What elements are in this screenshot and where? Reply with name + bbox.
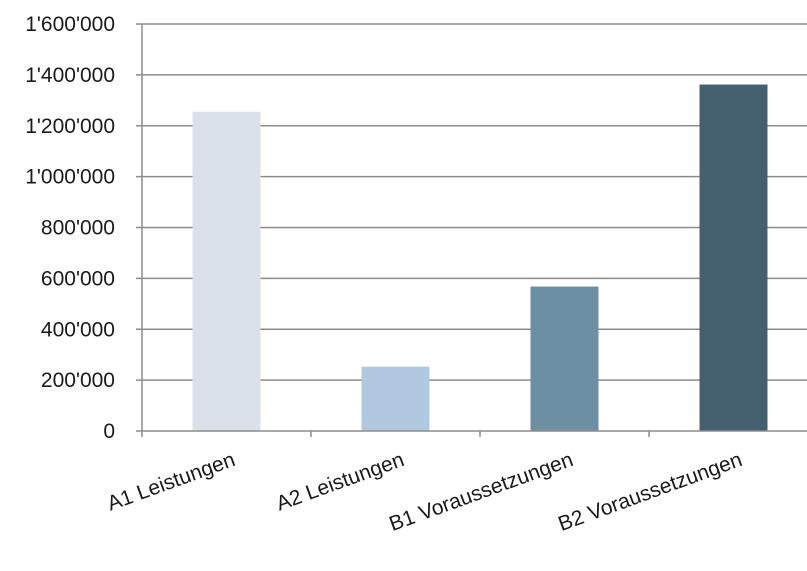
bar bbox=[699, 84, 768, 431]
y-tick-label: 1'400'000 bbox=[25, 64, 115, 87]
category-label: B1 Voraussetzungen bbox=[386, 448, 576, 536]
y-tick-label: 400'000 bbox=[41, 318, 115, 341]
y-tick-label: 800'000 bbox=[41, 217, 115, 240]
bar bbox=[361, 366, 430, 431]
bars bbox=[192, 84, 768, 432]
y-tick-label: 1'000'000 bbox=[25, 166, 115, 189]
category-label: A1 Leistungen bbox=[104, 448, 238, 516]
y-tick-label: 1'600'000 bbox=[25, 13, 115, 36]
y-tick-label: 600'000 bbox=[41, 267, 115, 290]
axes bbox=[136, 23, 807, 437]
y-tick-labels: 0 200'000 400'000 600'000 800'000 1'000'000 1'… bbox=[25, 13, 115, 443]
y-tick-label: 0 bbox=[103, 420, 115, 443]
y-tick-label: 200'000 bbox=[41, 369, 115, 392]
category-label: B2 Voraussetzungen bbox=[555, 448, 745, 536]
category-label: A2 Leistungen bbox=[273, 448, 407, 516]
bar bbox=[192, 111, 261, 432]
bar bbox=[530, 286, 599, 431]
y-tick-label: 1'200'000 bbox=[25, 115, 115, 138]
